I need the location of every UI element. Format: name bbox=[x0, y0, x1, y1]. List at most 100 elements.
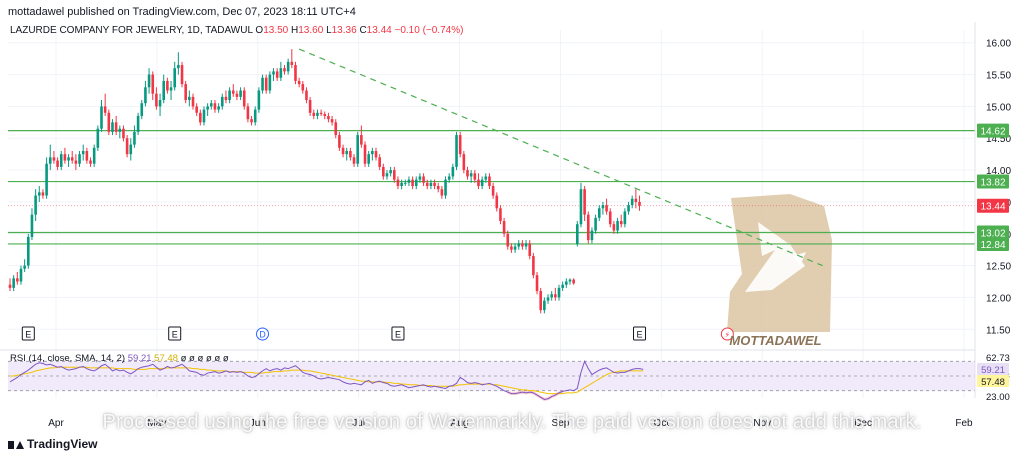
candle-body bbox=[217, 106, 220, 110]
x-tick-label: Dec bbox=[854, 418, 872, 429]
candle-body bbox=[103, 106, 107, 113]
down-candle bbox=[506, 230, 510, 250]
candle-body bbox=[597, 208, 601, 218]
up-candle bbox=[30, 208, 34, 241]
candle-body bbox=[144, 87, 147, 104]
rsi-axis-label: 62.73 bbox=[986, 353, 1010, 364]
down-candle bbox=[634, 189, 638, 209]
up-candle bbox=[228, 87, 231, 104]
candle-body bbox=[96, 128, 100, 148]
up-candle bbox=[144, 80, 147, 107]
up-candle bbox=[557, 284, 561, 301]
candle-body bbox=[199, 112, 202, 123]
down-candle bbox=[499, 205, 502, 225]
up-candle bbox=[257, 87, 261, 113]
candle-body bbox=[360, 135, 363, 145]
candle-body bbox=[612, 224, 616, 231]
down-candle bbox=[155, 87, 158, 110]
down-candle bbox=[572, 278, 575, 285]
candle-layer bbox=[8, 49, 641, 314]
candle-body bbox=[374, 150, 378, 158]
candle-body bbox=[67, 157, 70, 161]
y-tick-label: 11.50 bbox=[986, 325, 1011, 336]
candle-body bbox=[231, 90, 235, 94]
candle-body bbox=[19, 268, 23, 282]
y-tick-label: 12.00 bbox=[986, 293, 1011, 304]
candle-body bbox=[235, 93, 239, 97]
candle-body bbox=[466, 170, 469, 177]
candle-body bbox=[382, 166, 385, 177]
candle-body bbox=[590, 230, 594, 241]
candle-body bbox=[363, 144, 367, 164]
up-candle bbox=[594, 214, 597, 234]
candle-body bbox=[484, 176, 488, 180]
high-label: H bbox=[291, 25, 298, 36]
level-price-label: 13.02 bbox=[980, 228, 1005, 239]
rsi-legend-empty-value: ø bbox=[206, 353, 214, 364]
up-candle bbox=[136, 112, 140, 136]
candle-body bbox=[158, 100, 162, 107]
x-tick-label: May bbox=[147, 418, 166, 429]
down-candle bbox=[583, 186, 586, 222]
down-candle bbox=[151, 71, 155, 101]
down-candle bbox=[89, 157, 92, 167]
down-candle bbox=[56, 157, 59, 171]
candle-body bbox=[393, 170, 396, 180]
up-candle bbox=[550, 291, 553, 301]
x-tick-label: Apr bbox=[48, 418, 64, 429]
candle-body bbox=[210, 103, 213, 107]
markers-layer: E E D E E ⚡ bbox=[21, 326, 734, 341]
x-tick-label: Jul bbox=[352, 418, 365, 429]
candle-body bbox=[429, 182, 433, 186]
candle-body bbox=[451, 166, 455, 177]
candle-body bbox=[111, 122, 114, 132]
up-candle bbox=[601, 201, 605, 215]
down-candle bbox=[103, 93, 107, 116]
up-candle bbox=[371, 147, 374, 161]
down-candle bbox=[608, 208, 612, 228]
up-candle bbox=[202, 106, 206, 126]
candle-body bbox=[100, 106, 103, 129]
down-candle bbox=[294, 61, 297, 85]
down-candle bbox=[290, 49, 294, 69]
candle-body bbox=[264, 77, 268, 91]
tradingview-brand[interactable]: TradingView bbox=[8, 437, 97, 451]
level-price-label: 14.62 bbox=[980, 127, 1005, 138]
candle-body bbox=[638, 201, 641, 206]
down-candle bbox=[422, 173, 425, 186]
candle-body bbox=[586, 214, 590, 241]
candle-body bbox=[349, 150, 352, 158]
up-candle bbox=[627, 201, 630, 215]
up-candle bbox=[623, 208, 627, 228]
candle-body bbox=[572, 279, 575, 284]
open-value: 13.50 bbox=[263, 25, 291, 36]
up-candle bbox=[27, 233, 30, 269]
up-candle bbox=[345, 147, 349, 161]
down-candle bbox=[312, 109, 316, 120]
earnings-marker-label: E bbox=[172, 330, 178, 340]
down-candle bbox=[224, 90, 228, 104]
candle-body bbox=[491, 186, 495, 196]
rsi-legend-empty-value: ø bbox=[181, 353, 189, 364]
candle-body bbox=[268, 74, 272, 91]
candle-body bbox=[546, 297, 550, 301]
candle-body bbox=[52, 157, 56, 161]
split-marker bbox=[720, 327, 734, 341]
up-candle bbox=[147, 68, 151, 94]
up-candle bbox=[407, 176, 411, 186]
candle-body bbox=[85, 150, 89, 161]
up-candle bbox=[367, 150, 370, 167]
candle-body bbox=[532, 256, 535, 276]
earnings-marker-label: E bbox=[25, 330, 31, 340]
up-candle bbox=[92, 144, 96, 167]
candle-body bbox=[371, 150, 374, 155]
candle-body bbox=[257, 90, 261, 110]
down-candle bbox=[491, 182, 495, 199]
up-candle bbox=[480, 176, 484, 190]
down-candle bbox=[363, 141, 367, 167]
rsi-legend-empty-value: ø bbox=[198, 353, 206, 364]
x-tick-label: Jun bbox=[250, 418, 266, 429]
candle-body bbox=[341, 147, 345, 155]
down-candle bbox=[264, 74, 268, 94]
